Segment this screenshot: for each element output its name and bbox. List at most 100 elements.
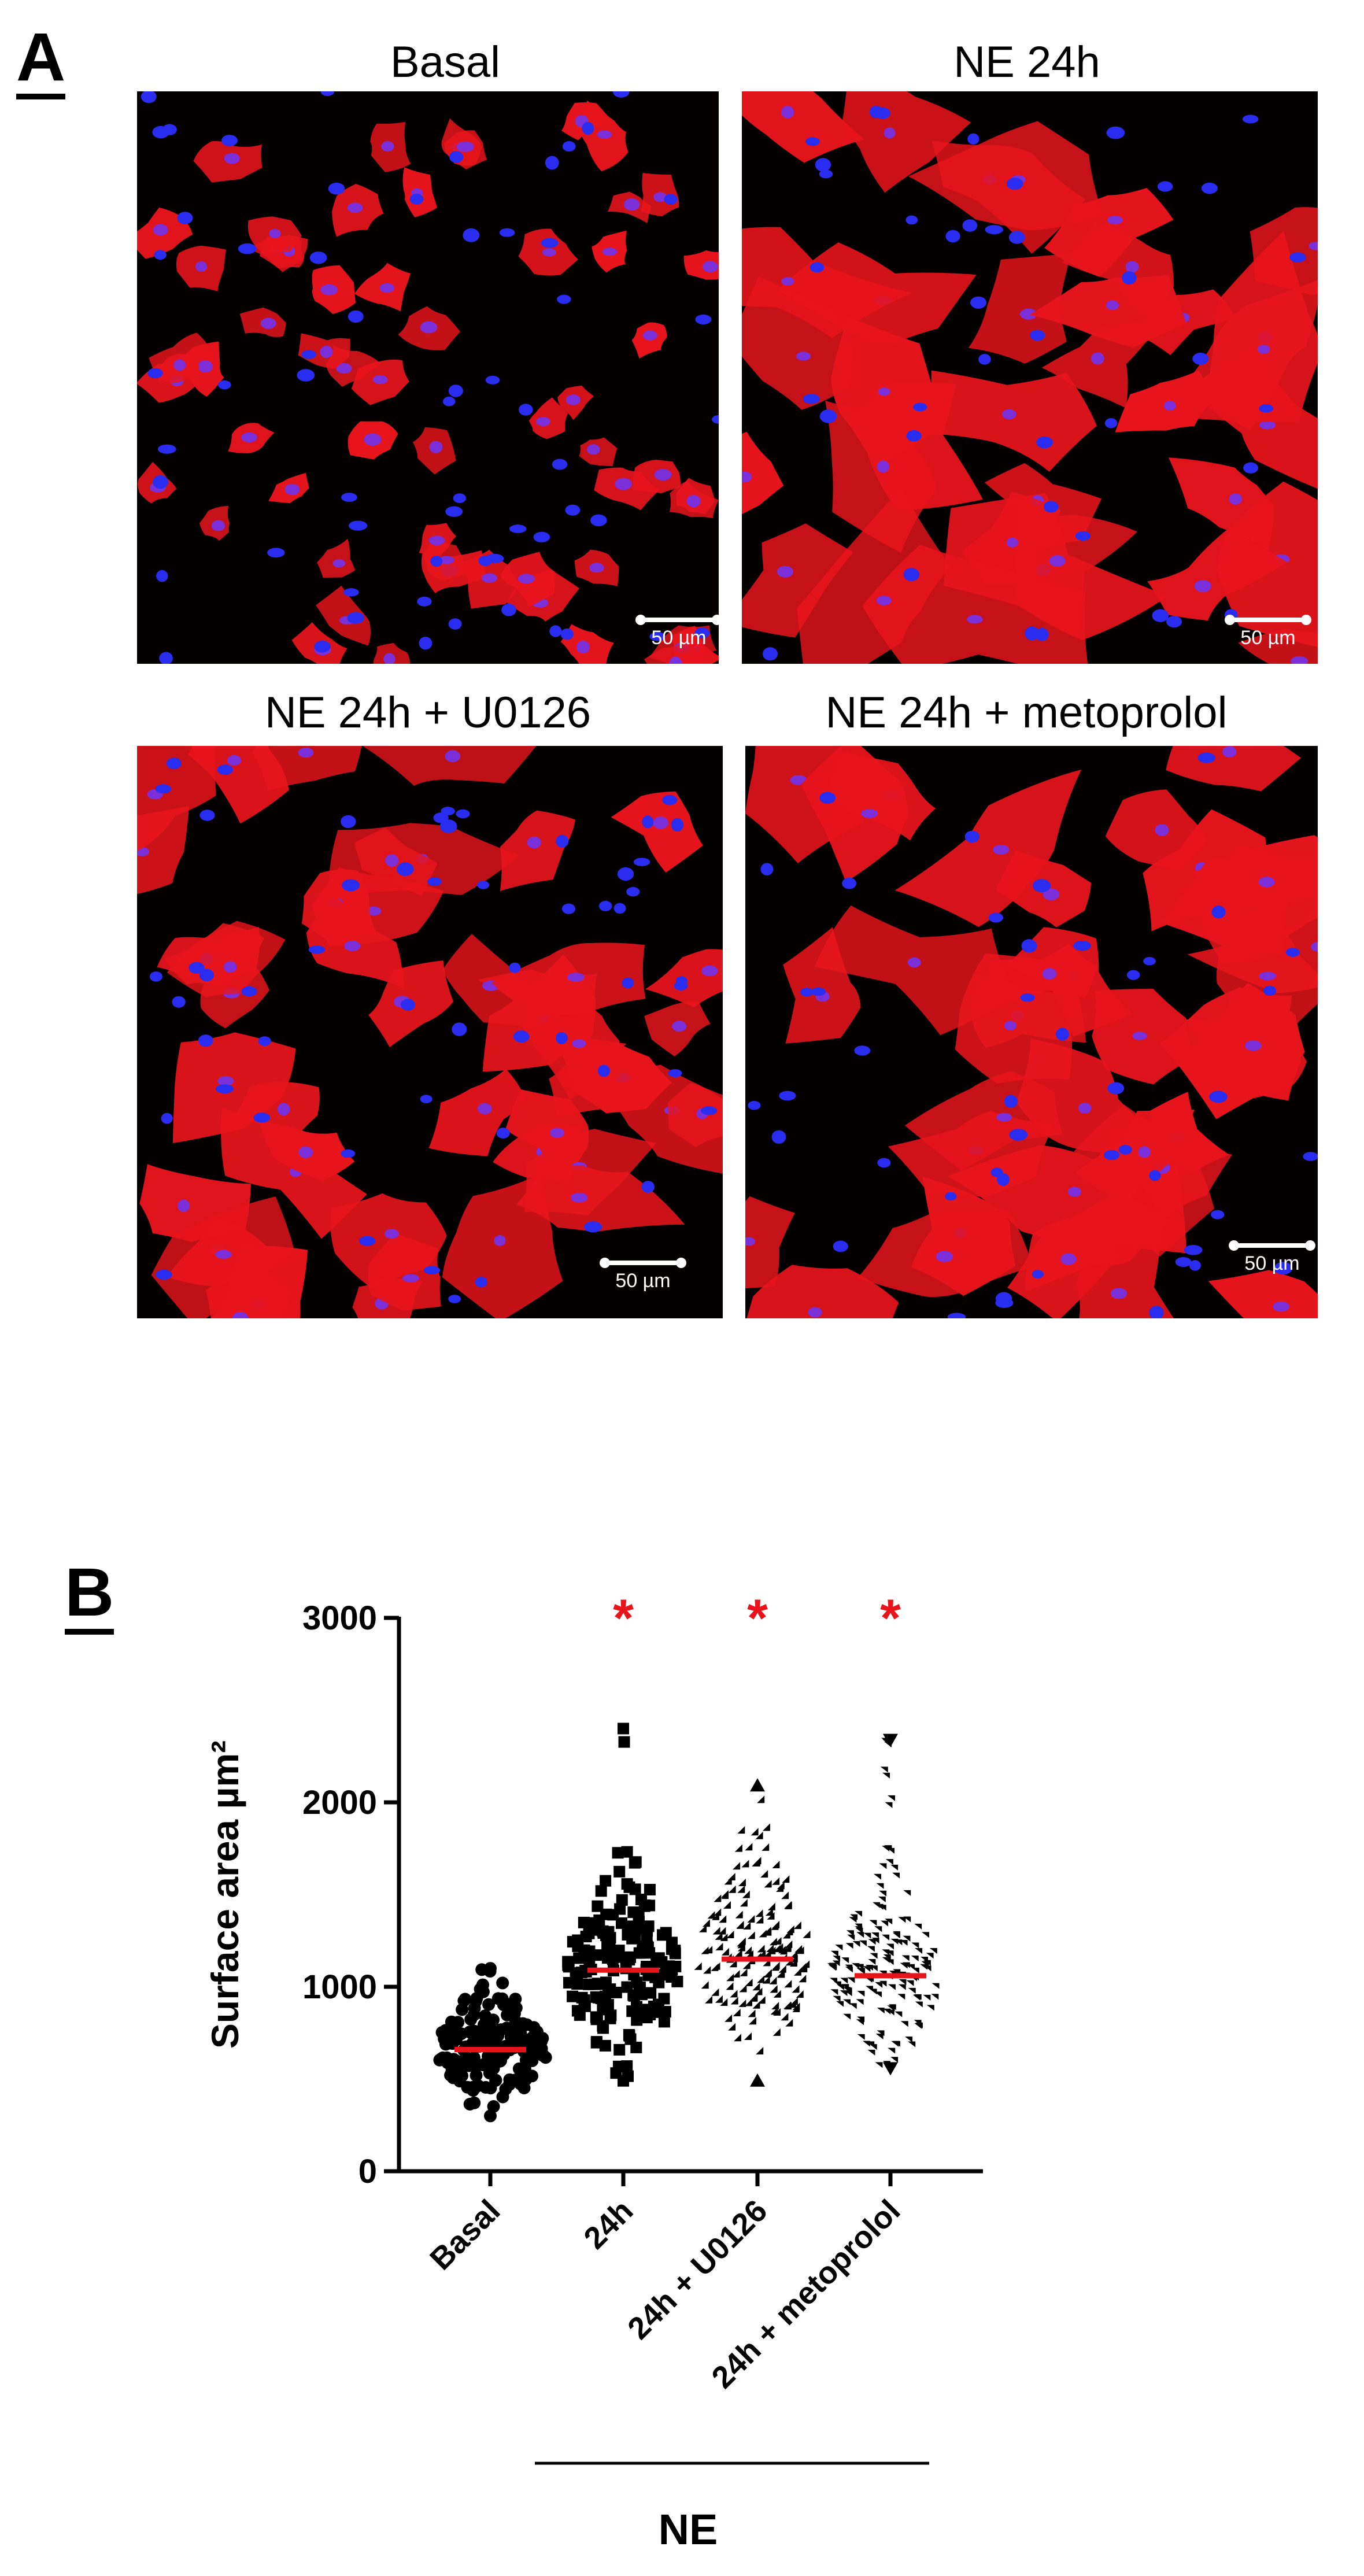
data-point: [874, 1873, 882, 1880]
data-point: [870, 1953, 878, 1959]
nucleus: [198, 1034, 213, 1047]
data-point: [906, 1980, 914, 1986]
scale-bar-cap: [1229, 1240, 1239, 1251]
nucleus: [347, 612, 364, 624]
data-point: [885, 1859, 893, 1865]
data-point: [621, 1981, 633, 1993]
cell-nucleus: [198, 360, 213, 373]
scale-bar-line: [1228, 618, 1308, 622]
scale-bar-line: [639, 618, 719, 622]
data-point: [771, 1963, 779, 1971]
cell-nucleus: [1291, 656, 1308, 664]
data-point: [737, 1885, 745, 1893]
data-point: [843, 2013, 851, 2020]
nucleus: [166, 757, 182, 770]
nucleus: [875, 107, 890, 119]
cell-nucleus: [1020, 308, 1037, 320]
data-point: [663, 1960, 675, 1972]
cell-body: [683, 250, 719, 280]
nucleus: [320, 91, 334, 97]
data-point: [759, 1930, 767, 1938]
y-tick-label: 0: [358, 2153, 377, 2190]
data-point: [600, 1930, 612, 1942]
nucleus: [1008, 231, 1025, 244]
data-point: [482, 1998, 496, 2011]
data-point: [466, 2080, 479, 2094]
data-point: [653, 2006, 666, 2018]
panel-letter-b: B: [65, 1558, 114, 1635]
cell-nucleus: [589, 563, 604, 573]
data-point: [618, 1736, 630, 1748]
cell-nucleus: [572, 1039, 586, 1048]
nucleus: [700, 1106, 718, 1115]
cell-nucleus: [542, 248, 557, 257]
cell-body: [1074, 1110, 1195, 1205]
data-point: [781, 2013, 789, 2021]
data-point: [618, 1723, 629, 1735]
data-point: [845, 1964, 853, 1971]
data-point: [470, 2069, 483, 2082]
data-point: [900, 1940, 908, 1946]
cell-nucleus: [653, 192, 667, 202]
nucleus: [308, 945, 326, 954]
data-point: [567, 1990, 579, 2002]
data-point: [745, 1979, 753, 1987]
data-point: [720, 1998, 728, 2006]
data-point: [635, 1894, 647, 1905]
data-point: [877, 2030, 885, 2037]
data-point: [879, 1863, 887, 1869]
cell-nucleus: [653, 816, 668, 829]
y-tick-label: 3000: [302, 1599, 377, 1637]
nucleus: [598, 900, 612, 911]
data-point: [616, 1894, 628, 1906]
data-point: [903, 1935, 911, 1942]
nucleus: [1106, 126, 1125, 139]
scale-bar-cap: [712, 615, 719, 625]
nucleus: [477, 881, 490, 889]
data-point: [766, 1945, 774, 1953]
data-point: [770, 1985, 778, 1993]
data-point: [767, 1902, 775, 1910]
data-point: [467, 2028, 480, 2041]
data-point: [757, 1795, 765, 1803]
cell-body: [428, 1069, 526, 1156]
nucleus: [445, 506, 463, 517]
nucleus: [694, 627, 709, 639]
nucleus: [253, 1113, 271, 1123]
data-point: [718, 1927, 726, 1935]
cell-nucleus: [669, 656, 682, 664]
cell-body: [742, 91, 864, 163]
nucleus: [1263, 985, 1276, 996]
nucleus: [662, 794, 678, 805]
data-point: [911, 1956, 919, 1962]
data-point: [926, 2005, 934, 2011]
nucleus: [154, 250, 167, 260]
data-point: [447, 2053, 460, 2066]
nucleus: [1126, 970, 1140, 980]
cell-nucleus: [1110, 1288, 1128, 1299]
nucleus: [314, 641, 331, 653]
data-point: [898, 1917, 906, 1923]
data-point: [595, 1885, 607, 1897]
data-point: [562, 1956, 574, 1968]
nucleus: [1189, 1260, 1201, 1271]
data-point: [463, 2098, 476, 2111]
data-point: [757, 1945, 765, 1953]
cell-nucleus: [347, 202, 363, 213]
data-point: [623, 2030, 635, 2042]
data-point: [618, 2075, 629, 2087]
data-point: [847, 1977, 855, 1983]
nucleus: [771, 1130, 786, 1144]
nucleus: [509, 962, 521, 973]
cell-nucleus: [615, 478, 632, 490]
data-point: [901, 1955, 910, 1961]
nucleus: [695, 315, 712, 324]
nucleus: [328, 182, 345, 195]
nucleus: [1259, 404, 1274, 413]
data-point: [757, 1975, 765, 1983]
cell-nucleus: [1091, 352, 1104, 365]
data-point: [751, 1828, 759, 1836]
nucleus: [397, 862, 414, 876]
cell-nucleus: [1257, 345, 1270, 354]
nucleus: [221, 135, 238, 146]
